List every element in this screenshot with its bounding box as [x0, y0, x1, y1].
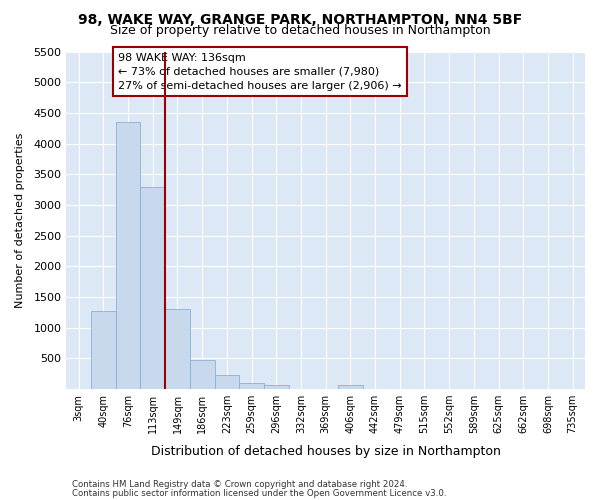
Text: Size of property relative to detached houses in Northampton: Size of property relative to detached ho… [110, 24, 490, 37]
Y-axis label: Number of detached properties: Number of detached properties [15, 132, 25, 308]
Bar [239, 383, 264, 389]
Text: 98, WAKE WAY, GRANGE PARK, NORTHAMPTON, NN4 5BF: 98, WAKE WAY, GRANGE PARK, NORTHAMPTON, … [78, 12, 522, 26]
Bar [116, 122, 140, 389]
Bar [264, 385, 289, 389]
Text: Contains HM Land Registry data © Crown copyright and database right 2024.: Contains HM Land Registry data © Crown c… [72, 480, 407, 489]
Text: Contains public sector information licensed under the Open Government Licence v3: Contains public sector information licen… [72, 488, 446, 498]
Bar [91, 311, 116, 389]
Bar [190, 360, 215, 389]
Bar [338, 385, 363, 389]
Bar [140, 186, 165, 389]
X-axis label: Distribution of detached houses by size in Northampton: Distribution of detached houses by size … [151, 444, 500, 458]
Text: 98 WAKE WAY: 136sqm
← 73% of detached houses are smaller (7,980)
27% of semi-det: 98 WAKE WAY: 136sqm ← 73% of detached ho… [118, 52, 402, 90]
Bar [165, 309, 190, 389]
Bar [215, 375, 239, 389]
